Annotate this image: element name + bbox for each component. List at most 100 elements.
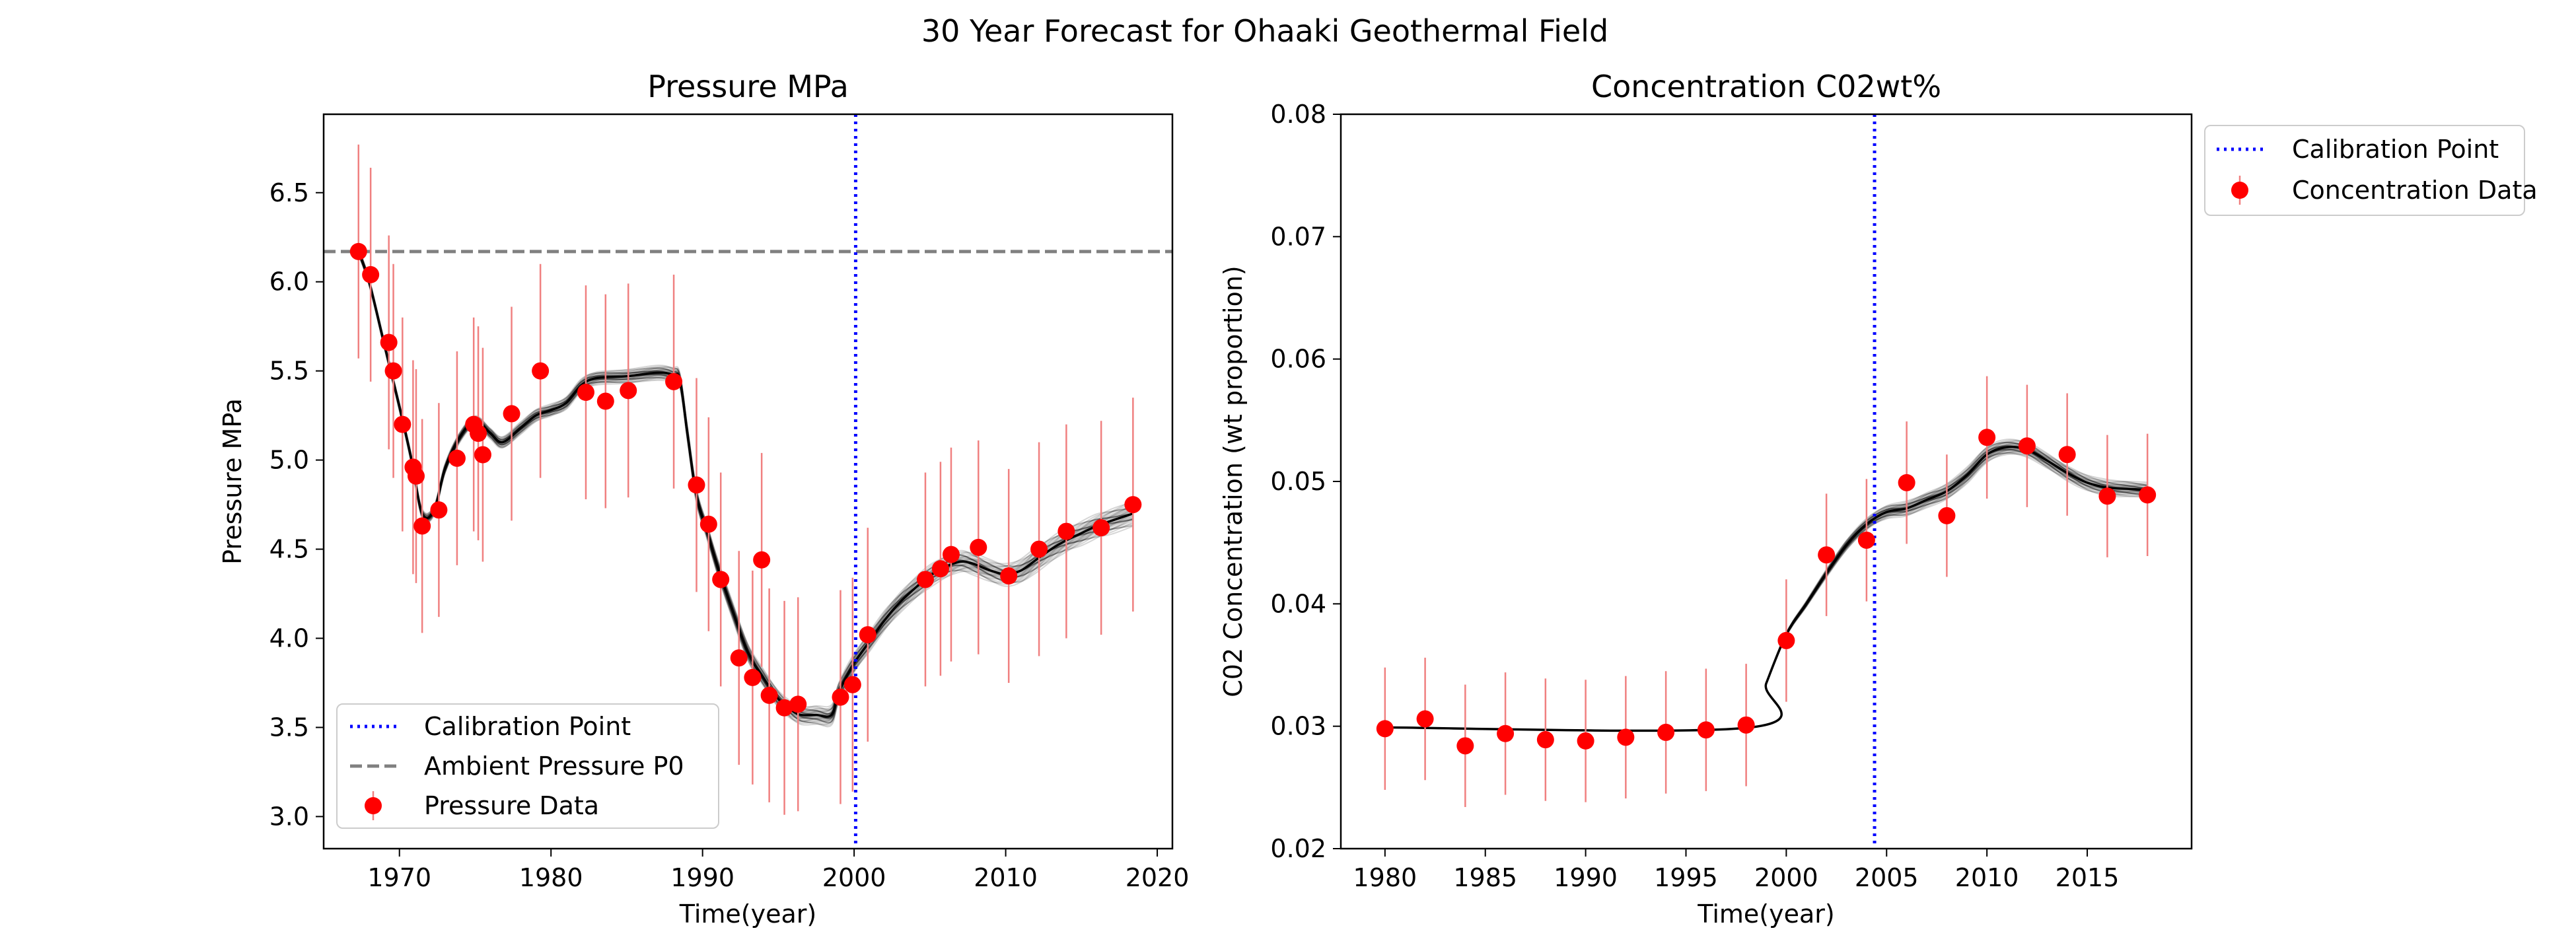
pressure-data-point bbox=[760, 686, 778, 704]
pressure-data-point bbox=[577, 384, 594, 402]
pressure-data-point bbox=[407, 467, 425, 485]
pressure-data-point bbox=[532, 362, 550, 380]
pressure-forecast-line bbox=[357, 254, 1133, 724]
pressure-data-point bbox=[1124, 496, 1142, 514]
pressure-y-tick-label: 6.5 bbox=[269, 178, 309, 207]
pressure-data-legend-marker bbox=[365, 797, 382, 814]
pressure-data-point bbox=[775, 699, 793, 717]
pressure-data-point bbox=[970, 538, 987, 556]
concentration-y-axis-label: C02 Concentration (wt proportion) bbox=[1219, 265, 1248, 697]
pressure-plot-area bbox=[324, 114, 1172, 849]
pressure-y-tick-label: 4.0 bbox=[269, 624, 309, 653]
pressure-data-point bbox=[413, 517, 431, 535]
concentration-x-axis-label: Time(year) bbox=[1697, 899, 1834, 929]
pressure-forecast-line bbox=[357, 247, 1133, 713]
concentration-legend-data-label: Concentration Data bbox=[2292, 176, 2538, 205]
concentration-data-point bbox=[1857, 531, 1875, 549]
pressure-legend-calibration-label: Calibration Point bbox=[424, 712, 631, 741]
concentration-data-point bbox=[1376, 720, 1394, 738]
pressure-x-tick-label: 1980 bbox=[519, 863, 583, 892]
pressure-data-point bbox=[1057, 522, 1075, 540]
pressure-data-point bbox=[380, 334, 398, 351]
concentration-data-point bbox=[1456, 737, 1474, 755]
pressure-data-point bbox=[832, 688, 849, 706]
concentration-y-tick-label: 0.05 bbox=[1270, 467, 1326, 496]
concentration-axes-frame bbox=[1340, 113, 2193, 850]
concentration-legend: Calibration Point Concentration Data bbox=[2204, 125, 2538, 216]
concentration-panel: Concentration C02wt% Time(year) C02 Concen… bbox=[1219, 69, 2193, 929]
concentration-data-point bbox=[2018, 437, 2036, 455]
pressure-data-point bbox=[843, 676, 861, 693]
pressure-data-point bbox=[931, 560, 949, 578]
concentration-y-tick-label: 0.02 bbox=[1270, 834, 1326, 863]
concentration-y-tick-label: 0.06 bbox=[1270, 345, 1326, 374]
pressure-legend: Calibration Point Ambient Pressure P0 Pr… bbox=[336, 703, 719, 829]
pressure-data-point bbox=[448, 449, 466, 467]
pressure-data-point bbox=[859, 626, 877, 644]
pressure-x-tick-label: 2020 bbox=[1126, 863, 1190, 892]
concentration-data-point bbox=[1577, 732, 1594, 750]
concentration-x-tick-label: 2005 bbox=[1855, 863, 1919, 892]
concentration-x-tick-label: 1985 bbox=[1453, 863, 1517, 892]
concentration-data-point bbox=[1898, 474, 1915, 491]
pressure-data-point bbox=[753, 551, 771, 569]
concentration-data-point bbox=[1978, 429, 1996, 446]
pressure-legend-frame bbox=[336, 703, 719, 829]
pressure-data-point bbox=[730, 649, 748, 667]
concentration-data-point bbox=[1777, 631, 1795, 649]
pressure-data-point bbox=[789, 695, 807, 713]
concentration-data-point bbox=[1416, 710, 1434, 728]
pressure-y-tick-label: 6.0 bbox=[269, 267, 309, 297]
concentration-data-legend-marker bbox=[2231, 182, 2248, 199]
pressure-data-point bbox=[1092, 519, 1110, 537]
pressure-x-tick-label: 1970 bbox=[367, 863, 431, 892]
pressure-forecast-line bbox=[357, 249, 1133, 709]
pressure-data-point bbox=[503, 405, 520, 423]
concentration-y-tick-label: 0.08 bbox=[1270, 100, 1326, 129]
concentration-y-tick-label: 0.07 bbox=[1270, 222, 1326, 251]
pressure-y-tick-label: 5.0 bbox=[269, 446, 309, 475]
concentration-x-tick-label: 2015 bbox=[2056, 863, 2120, 892]
pressure-x-tick-label: 1990 bbox=[670, 863, 734, 892]
pressure-data-point bbox=[712, 571, 730, 588]
concentration-x-tick-label: 1995 bbox=[1654, 863, 1718, 892]
pressure-data-point bbox=[665, 372, 683, 390]
concentration-data-point bbox=[1697, 721, 1715, 739]
concentration-data-point bbox=[1657, 723, 1675, 741]
concentration-y-tick-label: 0.04 bbox=[1270, 589, 1326, 618]
pressure-data-point bbox=[596, 392, 614, 410]
pressure-data-point bbox=[394, 415, 411, 433]
pressure-x-tick-label: 2000 bbox=[822, 863, 886, 892]
pressure-data-point bbox=[688, 476, 705, 494]
concentration-legend-calibration-label: Calibration Point bbox=[2292, 135, 2499, 164]
pressure-y-tick-label: 5.5 bbox=[269, 357, 309, 386]
pressure-data-point bbox=[699, 515, 717, 533]
pressure-legend-ambient-label: Ambient Pressure P0 bbox=[424, 752, 684, 781]
pressure-data-point bbox=[620, 382, 637, 400]
pressure-forecast-line bbox=[357, 254, 1133, 728]
pressure-panel-title: Pressure MPa bbox=[647, 69, 849, 104]
pressure-forecast-line bbox=[357, 252, 1133, 724]
pressure-panel: Pressure MPa Time(year) Pressure MPa 1970 19… bbox=[218, 69, 1189, 929]
concentration-data-point bbox=[2098, 487, 2116, 505]
pressure-data-point bbox=[916, 571, 934, 588]
pressure-forecast-line bbox=[357, 252, 1133, 726]
concentration-data-point bbox=[1497, 724, 1515, 742]
pressure-forecast-median bbox=[357, 251, 1133, 718]
pressure-data-point bbox=[362, 265, 380, 283]
pressure-data-point bbox=[474, 446, 491, 464]
concentration-panel-title: Concentration C02wt% bbox=[1591, 69, 1941, 104]
concentration-x-tick-label: 2000 bbox=[1754, 863, 1818, 892]
concentration-data-point bbox=[2139, 486, 2157, 504]
pressure-y-axis-label: Pressure MPa bbox=[218, 398, 247, 565]
pressure-data-point bbox=[942, 546, 960, 563]
pressure-y-tick-label: 4.5 bbox=[269, 535, 309, 564]
pressure-y-tick-label: 3.0 bbox=[269, 802, 309, 831]
pressure-data-point bbox=[1030, 540, 1048, 558]
figure-suptitle: 30 Year Forecast for Ohaaki Geothermal F… bbox=[921, 13, 1608, 49]
pressure-data-point bbox=[744, 668, 762, 686]
concentration-data-point bbox=[1818, 546, 1836, 564]
pressure-forecast-line bbox=[357, 250, 1133, 711]
concentration-data-point bbox=[1938, 507, 1956, 524]
